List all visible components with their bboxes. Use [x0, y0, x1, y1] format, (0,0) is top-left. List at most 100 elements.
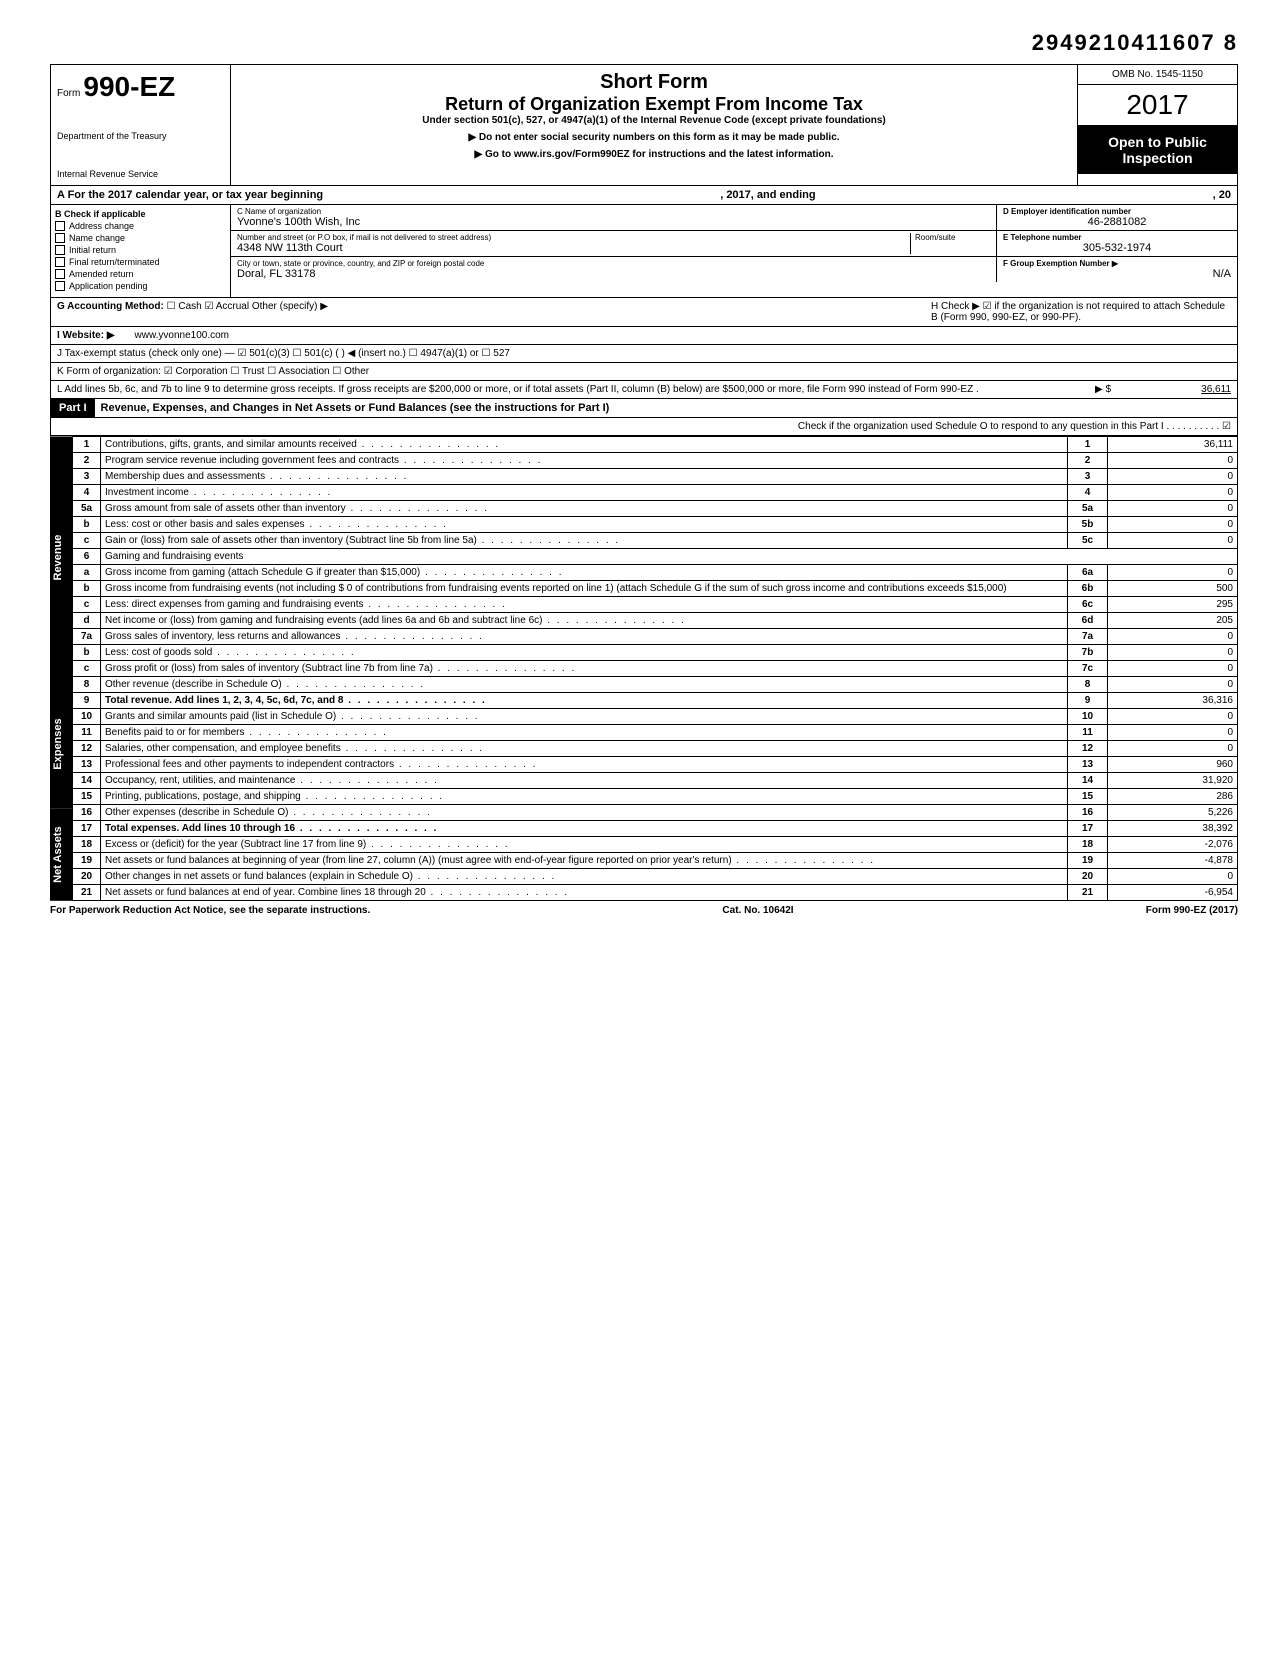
chk-final-label: Final return/terminated — [69, 257, 160, 267]
line-1-desc: Contributions, gifts, grants, and simila… — [101, 437, 1068, 453]
line-2-desc: Program service revenue including govern… — [101, 453, 1068, 469]
chk-name[interactable] — [55, 233, 65, 243]
line-2-amt: 0 — [1108, 453, 1238, 469]
line-6b-sub: 6b — [1068, 581, 1108, 597]
chk-amended-label: Amended return — [69, 269, 134, 279]
row-a-left: A For the 2017 calendar year, or tax yea… — [57, 189, 323, 201]
row-a: A For the 2017 calendar year, or tax yea… — [50, 186, 1238, 205]
line-16-amt: 5,226 — [1108, 805, 1238, 821]
chk-address[interactable] — [55, 221, 65, 231]
line-17-amt: 38,392 — [1108, 821, 1238, 837]
line-6d-amt: 205 — [1108, 613, 1238, 629]
line-13-amt: 960 — [1108, 757, 1238, 773]
line-7c-amt: 0 — [1108, 661, 1238, 677]
chk-pending-label: Application pending — [69, 281, 148, 291]
line-3-desc: Membership dues and assessments — [101, 469, 1068, 485]
line-12-desc: Salaries, other compensation, and employ… — [101, 741, 1068, 757]
instruction-2: ▶ Go to www.irs.gov/Form990EZ for instru… — [241, 149, 1067, 160]
line-7b-subamt: 0 — [1108, 645, 1238, 661]
line-6a-sub: 6a — [1068, 565, 1108, 581]
line-19-amt: -4,878 — [1108, 853, 1238, 869]
chk-amended[interactable] — [55, 269, 65, 279]
line-1-amt: 36,111 — [1108, 437, 1238, 453]
section-b-block: B Check if applicable Address change Nam… — [50, 205, 1238, 298]
other-label: Other (specify) ▶ — [252, 301, 328, 312]
address: 4348 NW 113th Court — [237, 242, 910, 254]
line-11-desc: Benefits paid to or for members — [101, 725, 1068, 741]
form-number: 990-EZ — [83, 71, 175, 102]
side-revenue: Revenue — [50, 436, 72, 679]
line-10-desc: Grants and similar amounts paid (list in… — [101, 709, 1068, 725]
chk-initial-label: Initial return — [69, 245, 116, 255]
chk-pending[interactable] — [55, 281, 65, 291]
line-6c-desc: Less: direct expenses from gaming and fu… — [105, 599, 507, 610]
line-5b-sub: 5b — [1068, 517, 1108, 533]
chk-name-label: Name change — [69, 233, 125, 243]
line-14-amt: 31,920 — [1108, 773, 1238, 789]
line-5a-subamt: 0 — [1108, 501, 1238, 517]
line-7b-desc: Less: cost of goods sold — [105, 647, 356, 658]
addr-label: Number and street (or P.O box, if mail i… — [237, 233, 910, 242]
chk-initial[interactable] — [55, 245, 65, 255]
line-k: K Form of organization: ☑ Corporation ☐ … — [50, 363, 1238, 381]
chk-address-label: Address change — [69, 221, 134, 231]
line-j: J Tax-exempt status (check only one) — ☑… — [50, 345, 1238, 363]
f-val: N/A — [1003, 268, 1231, 280]
line-9-amt: 36,316 — [1108, 693, 1238, 709]
row-a-mid: , 2017, and ending — [720, 189, 815, 201]
dept-irs: Internal Revenue Service — [57, 169, 224, 179]
footer-mid: Cat. No. 10642I — [722, 905, 793, 916]
chk-final[interactable] — [55, 257, 65, 267]
line-6c-subamt: 295 — [1108, 597, 1238, 613]
footer-left: For Paperwork Reduction Act Notice, see … — [50, 905, 370, 916]
d-label: D Employer identification number — [1003, 207, 1231, 216]
line-6-desc: Gaming and fundraising events — [101, 549, 1238, 565]
e-label: E Telephone number — [1003, 233, 1231, 242]
i-label: I Website: ▶ — [57, 330, 115, 341]
subtitle: Under section 501(c), 527, or 4947(a)(1)… — [241, 115, 1067, 126]
col-cd: C Name of organization Yvonne's 100th Wi… — [231, 205, 1237, 297]
line-i: I Website: ▶ www.yvonne100.com — [50, 327, 1238, 345]
line-6b-subamt: 500 — [1108, 581, 1238, 597]
line-g: G Accounting Method: ☐ Cash ☑ Accrual Ot… — [50, 298, 1238, 327]
accrual-label: Accrual — [216, 301, 249, 312]
line-13-desc: Professional fees and other payments to … — [101, 757, 1068, 773]
footer-right: Form 990-EZ (2017) — [1146, 905, 1238, 916]
f-label: F Group Exemption Number ▶ — [1003, 259, 1231, 268]
line-8-desc: Other revenue (describe in Schedule O) — [101, 677, 1068, 693]
part1-check: Check if the organization used Schedule … — [50, 418, 1238, 436]
city: Doral, FL 33178 — [237, 268, 990, 280]
ein: 46-2881082 — [1003, 216, 1231, 228]
line-7a-desc: Gross sales of inventory, less returns a… — [105, 631, 484, 642]
line-17-desc: Total expenses. Add lines 10 through 16 — [101, 821, 1068, 837]
line-21-amt: -6,954 — [1108, 885, 1238, 901]
form-header: Form 990-EZ Department of the Treasury I… — [50, 64, 1238, 186]
omb-number: OMB No. 1545-1150 — [1078, 65, 1237, 85]
g-label: G Accounting Method: — [57, 301, 164, 312]
line-11-amt: 0 — [1108, 725, 1238, 741]
org-name: Yvonne's 100th Wish, Inc — [237, 216, 990, 228]
line-18-amt: -2,076 — [1108, 837, 1238, 853]
line-20-amt: 0 — [1108, 869, 1238, 885]
h-check: H Check ▶ ☑ if the organization is not r… — [931, 301, 1231, 323]
line-5c-desc: Gain or (loss) from sale of assets other… — [101, 533, 1068, 549]
city-label: City or town, state or province, country… — [237, 259, 990, 268]
phone: 305-532-1974 — [1003, 242, 1231, 254]
line-19-desc: Net assets or fund balances at beginning… — [101, 853, 1068, 869]
header-right: OMB No. 1545-1150 2017 Open to Public In… — [1077, 65, 1237, 185]
line-l: L Add lines 5b, 6c, and 7b to line 9 to … — [50, 381, 1238, 399]
line-20-desc: Other changes in net assets or fund bala… — [101, 869, 1068, 885]
side-expenses: Expenses — [50, 679, 72, 809]
b-label: B Check if applicable — [55, 209, 226, 219]
line-7b-sub: 7b — [1068, 645, 1108, 661]
col-b: B Check if applicable Address change Nam… — [51, 205, 231, 297]
line-5b-desc: Less: cost or other basis and sales expe… — [105, 519, 448, 530]
line-5a-sub: 5a — [1068, 501, 1108, 517]
tax-year: 2017 — [1078, 85, 1237, 126]
row-a-right: , 20 — [1213, 189, 1231, 201]
line-7a-sub: 7a — [1068, 629, 1108, 645]
line-8-amt: 0 — [1108, 677, 1238, 693]
line-15-desc: Printing, publications, postage, and shi… — [101, 789, 1068, 805]
dept-treasury: Department of the Treasury — [57, 131, 224, 141]
line-7c-desc: Gross profit or (loss) from sales of inv… — [101, 661, 1068, 677]
